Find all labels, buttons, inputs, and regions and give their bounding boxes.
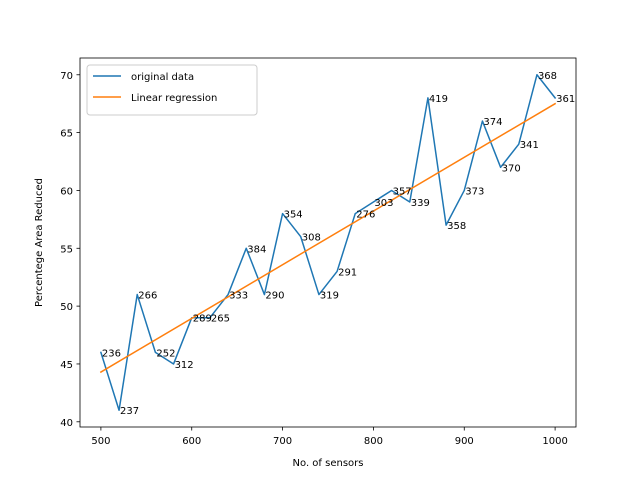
point-label: 312: [175, 360, 194, 371]
series-line-linear-regression: [99, 102, 557, 374]
point-label: 373: [465, 186, 484, 197]
y-tick-label: 70: [60, 71, 73, 82]
point-label: 339: [411, 198, 430, 209]
point-label: 354: [284, 210, 303, 221]
legend: original data Linear regression: [86, 64, 258, 116]
point-label: 252: [156, 348, 175, 359]
point-label: 265: [211, 314, 230, 325]
point-label: 357: [393, 186, 412, 197]
point-label: 368: [538, 71, 557, 82]
y-axis-label: Percentege Area Reduced: [34, 178, 45, 307]
point-label: 384: [247, 244, 266, 255]
point-label: 370: [502, 163, 521, 174]
point-label: 419: [429, 94, 448, 105]
point-label: 237: [120, 406, 139, 417]
point-label: 236: [102, 348, 121, 359]
x-tick-label: 700: [273, 436, 292, 447]
y-tick-label: 45: [60, 360, 73, 371]
point-label: 333: [229, 291, 248, 302]
point-label: 276: [356, 210, 375, 221]
series-line-original-data: [99, 74, 557, 411]
x-tick-label: 900: [455, 436, 474, 447]
legend-label-linear-regression: Linear regression: [131, 93, 217, 104]
point-label: 358: [447, 221, 466, 232]
point-label: 308: [302, 233, 321, 244]
axes: 500 600 700 800 900 1000 40 45 50 55 60 65 70: [60, 57, 577, 447]
point-label: 319: [320, 291, 339, 302]
point-label: 289: [193, 314, 212, 325]
y-tick-label: 50: [60, 302, 73, 313]
y-tick-label: 65: [60, 129, 73, 140]
y-tick-label: 60: [60, 186, 73, 197]
legend-label-original-data: original data: [131, 72, 194, 83]
y-tick-label: 40: [60, 418, 73, 429]
x-axis-label: No. of sensors: [293, 458, 364, 469]
axes-frame: [79, 57, 577, 428]
x-tick-label: 500: [91, 436, 110, 447]
point-label: 290: [265, 291, 284, 302]
point-label: 303: [374, 198, 393, 209]
point-label: 374: [483, 117, 502, 128]
x-tick-label: 800: [364, 436, 383, 447]
legend-box: [86, 64, 258, 116]
point-label: 266: [138, 291, 157, 302]
point-label: 361: [556, 94, 575, 105]
y-tick-label: 55: [60, 244, 73, 255]
point-label: 291: [338, 267, 357, 278]
point-label: 341: [520, 140, 539, 151]
x-tick-label: 1000: [542, 436, 567, 447]
x-tick-label: 600: [182, 436, 201, 447]
